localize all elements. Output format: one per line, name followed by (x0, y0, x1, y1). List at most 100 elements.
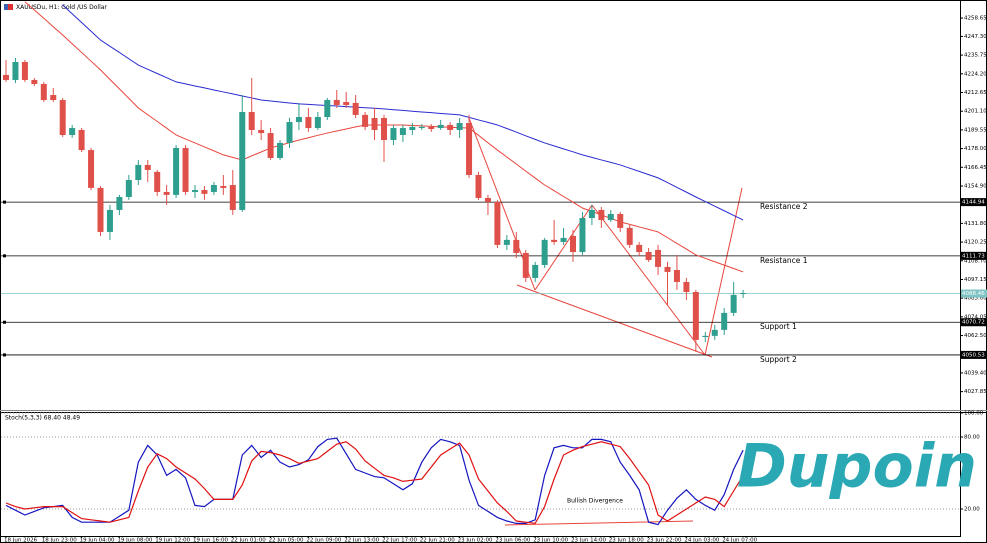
candle-body (135, 164, 142, 180)
y-tick-label: 4166.45 (964, 165, 987, 171)
y-tick-label: 4189.55 (964, 127, 987, 133)
candle-body (324, 100, 331, 118)
annotation: Bullish Divergence (567, 498, 623, 505)
y-tick-label: 4039.40 (964, 370, 987, 376)
candle-body (636, 244, 643, 253)
candle-body (258, 129, 265, 134)
x-tick-label: 19 Jun 16:00 (193, 538, 228, 543)
candle-body (248, 112, 255, 130)
logo: Dupoin (737, 432, 977, 502)
y-tick-label: 4212.65 (964, 90, 987, 96)
candle-body (125, 179, 132, 197)
y-tick-label: 4062.50 (964, 333, 987, 339)
x-tick-label: 23 Jun 06:00 (495, 538, 530, 543)
candle-body (607, 213, 614, 220)
candle-body (192, 190, 198, 192)
x-tick-label: 22 Jun 09:00 (306, 538, 341, 543)
x-tick-label: 22 Jun 05:00 (269, 538, 304, 543)
x-tick-label: 23 Jun 14:00 (571, 538, 606, 543)
y-tick-label: 4120.25 (964, 240, 987, 246)
y-tick-label: 4085.60 (964, 296, 987, 302)
price-box (961, 289, 987, 298)
candle-body (154, 171, 161, 192)
candle-body (173, 147, 180, 195)
x-tick-label: 19 Jun 04:00 (80, 538, 115, 543)
candle-body (570, 235, 576, 253)
candle-body (418, 126, 425, 129)
candle-body (730, 294, 737, 313)
level-handle (3, 200, 6, 204)
candle-body (333, 100, 340, 106)
x-tick-label: 22 Jun 17:00 (382, 538, 417, 543)
y-tick-label: 4108.70 (964, 258, 987, 264)
candle-body (295, 117, 302, 123)
x-tick-label: 23 Jun 02:00 (458, 538, 493, 543)
candle-body (437, 124, 444, 129)
candle-body (683, 281, 690, 293)
y-tick-label: 80.00 (964, 435, 980, 441)
x-tick-label: 23 Jun 22:00 (647, 538, 682, 543)
candle-body (617, 213, 624, 228)
level-handle (3, 254, 6, 258)
level-label: Support 1 (760, 322, 797, 331)
candle-body (532, 264, 539, 278)
symbol-icon (8, 4, 13, 10)
price-box (961, 350, 987, 359)
candle-body (31, 79, 38, 85)
candle-body (551, 239, 558, 242)
candle-body (494, 202, 501, 245)
x-tick-label: 22 Jun 21:00 (420, 538, 455, 543)
candle-body (673, 269, 680, 282)
level-handle (3, 353, 6, 357)
x-tick-label: 18 Jun 2026 (4, 538, 38, 543)
candle-body (352, 102, 359, 115)
candle-body (239, 112, 246, 210)
candle-body (513, 239, 520, 253)
candle-body (182, 147, 189, 192)
candle-body (267, 133, 274, 158)
price-box (961, 251, 987, 260)
candle-body (106, 209, 113, 232)
candle-body (655, 249, 662, 267)
line (5, 441, 744, 525)
trendline (591, 204, 706, 356)
y-tick-label: 4097.15 (964, 277, 987, 283)
candle-body (21, 61, 28, 80)
y-tick-label: 4074.05 (964, 314, 987, 320)
y-tick-label: 100.00 (964, 411, 984, 417)
candle-body (12, 61, 19, 80)
candle-body (409, 126, 416, 130)
candle-body (371, 117, 378, 130)
y-tick-label: 4131.80 (964, 221, 987, 227)
price-box-label: 4070.72 (962, 320, 985, 326)
candle-body (362, 114, 369, 127)
price-box (961, 318, 987, 327)
y-tick-label: 4201.10 (964, 109, 987, 115)
candle-body (163, 191, 170, 195)
candle-body (201, 190, 208, 194)
divergence-line (504, 520, 694, 526)
candle-body (721, 312, 728, 330)
price-box-label: 4144.94 (962, 200, 985, 206)
y-tick-label: 4258.65 (964, 16, 987, 22)
level-label: Resistance 1 (760, 256, 808, 265)
candle-body (399, 128, 406, 135)
candle-body (390, 128, 397, 141)
price-box-label: 4050.53 (962, 352, 985, 358)
candle-body (484, 197, 491, 203)
candle-body (305, 117, 312, 129)
candle-body (78, 129, 85, 151)
candle-body (740, 292, 747, 294)
candle-body (88, 150, 95, 188)
candle-body (692, 292, 699, 340)
y-tick-label: 4178.00 (964, 146, 987, 152)
candle-body (210, 185, 217, 192)
candle-body (447, 124, 454, 130)
y-tick-label: 4027.85 (964, 389, 987, 395)
line (5, 437, 744, 526)
x-tick-label: 24 Jun 03:00 (684, 538, 719, 543)
y-tick-label: 4247.30 (964, 34, 987, 40)
